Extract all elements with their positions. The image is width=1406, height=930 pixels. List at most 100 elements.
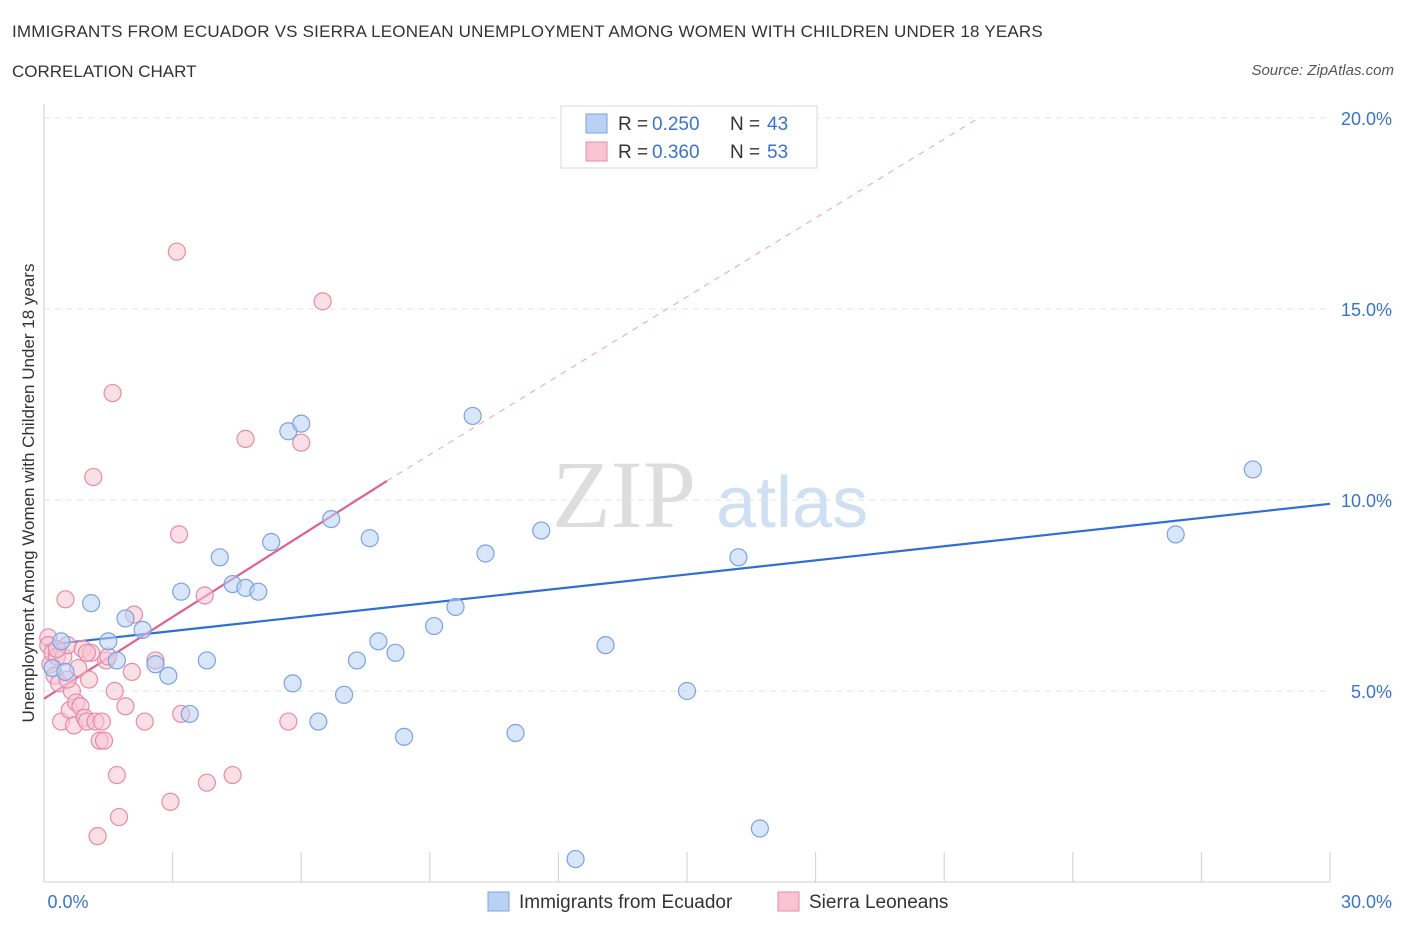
legend-swatch-ecuador (487, 891, 510, 912)
point-ecuador (262, 532, 281, 552)
point-sierra-leoneans (79, 670, 99, 689)
point-ecuador (424, 616, 444, 636)
point-sierra-leoneans (279, 712, 298, 731)
point-ecuador (506, 723, 525, 743)
point-sierra-leoneans (197, 773, 216, 792)
point-sierra-leoneans (236, 429, 255, 448)
trend-line-sierra-extension (386, 117, 979, 482)
point-ecuador (116, 609, 135, 628)
stats-r-value-sierra: 0.360 (652, 142, 700, 163)
point-ecuador (283, 674, 302, 693)
point-sierra-leoneans (92, 712, 111, 731)
y-tick-label: 20.0% (1341, 109, 1392, 129)
point-ecuador (532, 521, 551, 540)
point-ecuador (210, 548, 229, 567)
stats-legend: R = 0.250 N = 43 R = 0.360 N = 53 (560, 105, 818, 169)
point-ecuador (159, 666, 178, 685)
point-sierra-leoneans (107, 765, 126, 785)
stats-r-label-sierra: R = (618, 142, 648, 163)
trend-line-ecuador (43, 502, 1331, 647)
point-ecuador (322, 509, 341, 529)
point-sierra-leoneans (109, 807, 129, 827)
stats-r-label-ecuador: R = (618, 114, 648, 135)
point-ecuador (566, 849, 585, 869)
point-ecuador (82, 594, 101, 613)
point-sierra-leoneans (116, 697, 135, 716)
chart-subtitle: CORRELATION CHART (12, 62, 197, 81)
watermark-zip: ZIP (552, 441, 696, 548)
x-tick-label: 30.0% (1341, 892, 1392, 912)
point-sierra-leoneans (292, 433, 311, 452)
point-ecuador (334, 685, 354, 704)
y-tick-label: 5.0% (1351, 682, 1392, 702)
stats-n-value-ecuador: 43 (767, 114, 788, 135)
point-ecuador (360, 529, 379, 548)
point-sierra-leoneans (88, 827, 107, 846)
y-tick-label: 15.0% (1341, 300, 1392, 320)
legend-swatch-sierra (777, 891, 800, 912)
y-tick-label: 10.0% (1341, 491, 1392, 511)
point-ecuador (133, 620, 152, 639)
point-ecuador (146, 655, 165, 674)
point-ecuador (386, 643, 405, 662)
point-sierra-leoneans (161, 792, 180, 811)
watermark: ZIP atlas (552, 441, 868, 548)
watermark-atlas: atlas (716, 463, 868, 543)
stats-n-label-sierra: N = (730, 142, 760, 163)
point-ecuador (172, 582, 191, 601)
point-sierra-leoneans (122, 662, 141, 682)
point-ecuador (1243, 460, 1262, 479)
point-ecuador (750, 819, 769, 838)
point-ecuador (729, 548, 748, 567)
point-ecuador (180, 704, 199, 724)
trend-lines (43, 117, 1331, 700)
point-sierra-leoneans (103, 383, 122, 403)
point-sierra-leoneans (56, 590, 75, 609)
point-ecuador (463, 406, 482, 426)
chart-title: IMMIGRANTS FROM ECUADOR VS SIERRA LEONEA… (12, 22, 1043, 41)
y-tick-labels: 5.0% 10.0% 15.0% 20.0% (1341, 109, 1392, 702)
point-ecuador (56, 662, 75, 682)
point-ecuador (309, 712, 328, 731)
point-sierra-leoneans (135, 712, 154, 731)
x-tick-label: 0.0% (47, 892, 88, 912)
point-ecuador (677, 681, 697, 701)
axes (43, 104, 1331, 883)
point-ecuador (446, 597, 465, 617)
series-legend: Immigrants from Ecuador Sierra Leoneans (487, 891, 948, 913)
x-tick-labels: 0.0% 30.0% (47, 892, 1392, 912)
point-sierra-leoneans (167, 242, 186, 261)
chart-source: Source: ZipAtlas.com (1251, 62, 1394, 79)
point-ecuador (99, 632, 118, 651)
stats-n-label-ecuador: N = (730, 114, 760, 135)
point-ecuador (1166, 525, 1185, 544)
point-ecuador (596, 636, 615, 655)
data-points (39, 128, 1262, 869)
point-ecuador (369, 632, 388, 651)
point-ecuador (197, 651, 216, 670)
stats-legend-swatch-sierra (585, 141, 608, 162)
point-ecuador (347, 651, 367, 670)
gridlines (44, 117, 1330, 692)
point-ecuador (107, 651, 126, 670)
point-sierra-leoneans (84, 467, 103, 487)
stats-r-value-ecuador: 0.250 (652, 114, 700, 135)
point-sierra-leoneans (223, 765, 242, 785)
point-ecuador (476, 544, 495, 563)
legend-label-ecuador: Immigrants from Ecuador (519, 892, 733, 913)
stats-n-value-sierra: 53 (767, 142, 788, 163)
point-sierra-leoneans (313, 292, 332, 311)
legend-label-sierra: Sierra Leoneans (809, 892, 948, 913)
point-sierra-leoneans (105, 681, 124, 701)
point-ecuador (52, 632, 71, 651)
point-ecuador (394, 727, 414, 746)
point-sierra-leoneans (77, 643, 96, 662)
point-sierra-leoneans (94, 731, 114, 750)
point-ecuador (249, 582, 268, 601)
y-axis-label: Unemployment Among Women with Children U… (19, 264, 38, 723)
point-sierra-leoneans (169, 525, 189, 544)
point-sierra-leoneans (195, 586, 214, 605)
point-ecuador (292, 414, 311, 433)
stats-legend-swatch-ecuador (585, 113, 608, 134)
